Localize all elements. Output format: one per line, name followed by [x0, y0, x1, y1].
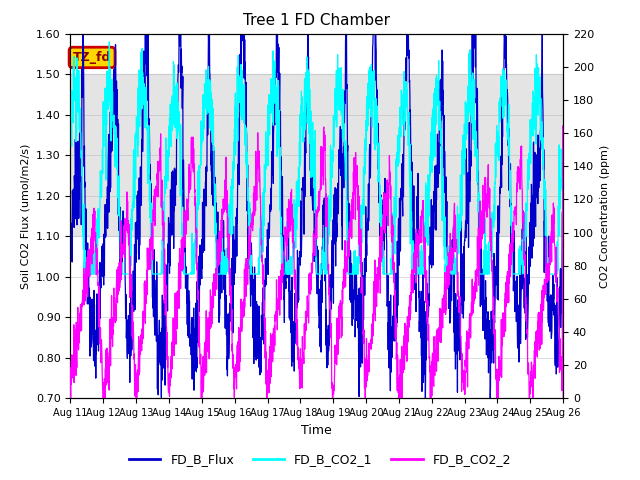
Legend: FD_B_Flux, FD_B_CO2_1, FD_B_CO2_2: FD_B_Flux, FD_B_CO2_1, FD_B_CO2_2 [124, 448, 516, 471]
Text: TZ_fd: TZ_fd [73, 51, 111, 64]
X-axis label: Time: Time [301, 424, 332, 437]
Y-axis label: CO2 Concentration (ppm): CO2 Concentration (ppm) [600, 144, 610, 288]
Bar [70, 74, 563, 236]
Y-axis label: Soil CO2 Flux (umol/m2/s): Soil CO2 Flux (umol/m2/s) [20, 144, 30, 288]
Title: Tree 1 FD Chamber: Tree 1 FD Chamber [243, 13, 390, 28]
